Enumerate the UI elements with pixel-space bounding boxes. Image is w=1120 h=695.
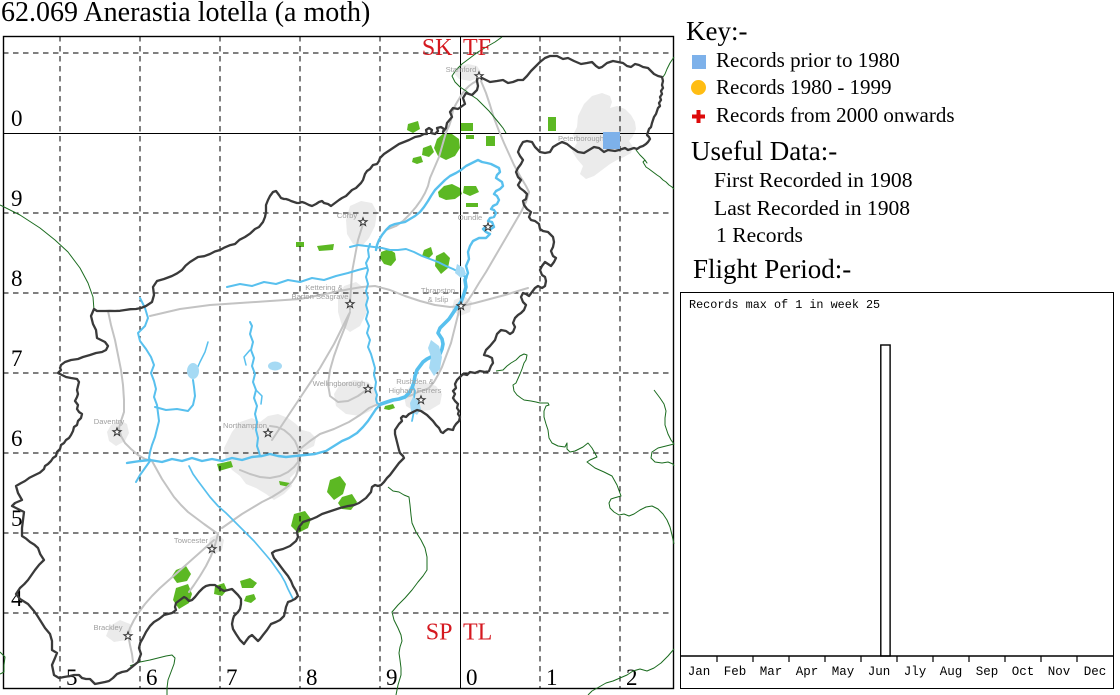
svg-text:Towcester: Towcester [174, 536, 209, 545]
svg-text:TL: TL [463, 620, 492, 646]
svg-text:7: 7 [226, 665, 238, 690]
svg-text:Corby: Corby [337, 211, 357, 220]
svg-text:Brackley: Brackley [93, 623, 122, 632]
svg-text:Barton Seagrave: Barton Seagrave [292, 292, 349, 301]
svg-text:2: 2 [626, 665, 638, 690]
svg-text:4: 4 [11, 586, 23, 611]
svg-text:Peterborough: Peterborough [558, 134, 604, 143]
svg-text:Oundle: Oundle [458, 213, 483, 222]
svg-text:Northampton: Northampton [223, 421, 267, 430]
svg-text:6: 6 [11, 426, 23, 451]
svg-text:8: 8 [306, 665, 318, 690]
svg-text:8: 8 [11, 266, 23, 291]
svg-text:6: 6 [146, 665, 158, 690]
svg-text:& Islip: & Islip [428, 295, 449, 304]
svg-text:0: 0 [11, 106, 23, 131]
svg-text:5: 5 [66, 665, 78, 690]
svg-text:Kettering &: Kettering & [305, 283, 343, 292]
svg-text:Daventry: Daventry [94, 417, 125, 426]
svg-text:9: 9 [11, 186, 23, 211]
svg-text:Rushden &: Rushden & [396, 377, 434, 386]
svg-text:Wellingborough: Wellingborough [313, 379, 366, 388]
svg-text:Thrapston: Thrapston [421, 286, 455, 295]
svg-text:5: 5 [11, 506, 23, 531]
svg-text:9: 9 [386, 665, 398, 690]
svg-text:7: 7 [11, 346, 23, 371]
svg-text:SP: SP [426, 620, 453, 646]
svg-text:Higham Ferrers: Higham Ferrers [389, 386, 442, 395]
svg-text:1: 1 [546, 665, 558, 690]
svg-text:TF: TF [463, 35, 491, 61]
svg-text:SK: SK [422, 35, 453, 61]
svg-text:Stamford: Stamford [446, 65, 477, 74]
svg-text:0: 0 [466, 665, 478, 690]
